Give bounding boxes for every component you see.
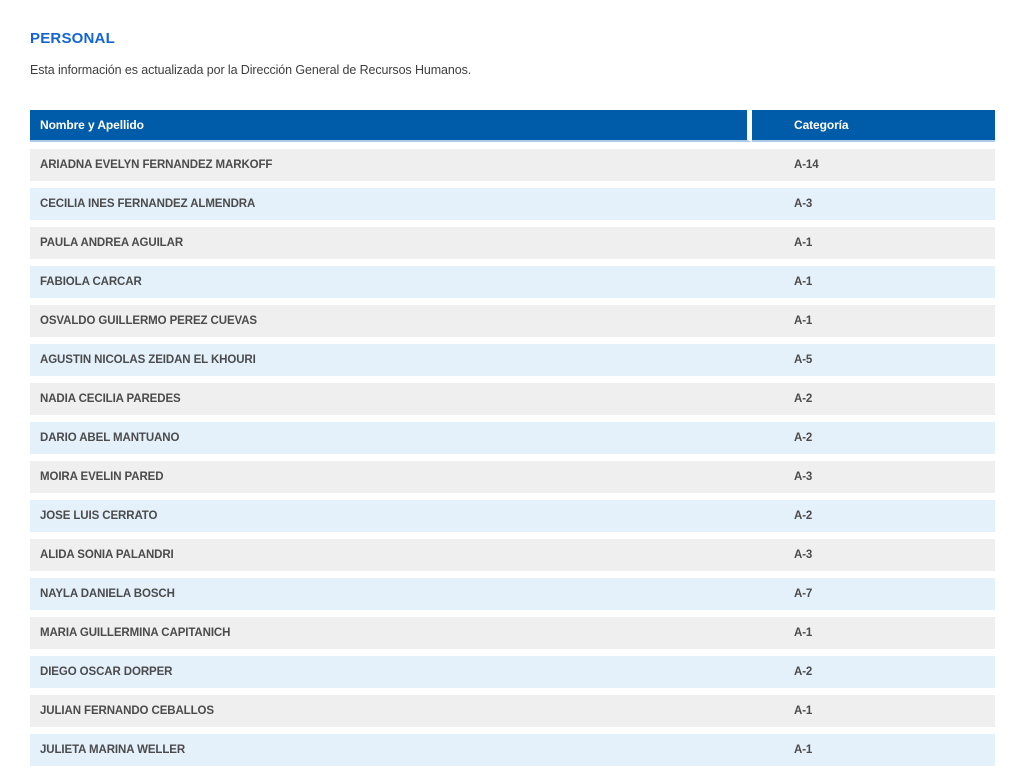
table-row: DIEGO OSCAR DORPER A-2	[30, 656, 995, 688]
employee-category-cell: A-1	[752, 227, 995, 259]
column-header-category: Categoría	[752, 110, 995, 142]
table-row: JULIAN FERNANDO CEBALLOS A-1	[30, 695, 995, 727]
table-row: NADIA CECILIA PAREDES A-2	[30, 383, 995, 415]
employee-name-cell: MARIA GUILLERMINA CAPITANICH	[30, 617, 752, 649]
employee-name-cell: NADIA CECILIA PAREDES	[30, 383, 752, 415]
table-row: ALIDA SONIA PALANDRI A-3	[30, 539, 995, 571]
table-row: PAULA ANDREA AGUILAR A-1	[30, 227, 995, 259]
table-row: AGUSTIN NICOLAS ZEIDAN EL KHOURI A-5	[30, 344, 995, 376]
employee-name-cell: PAULA ANDREA AGUILAR	[30, 227, 752, 259]
employee-category-cell: A-1	[752, 734, 995, 766]
employee-category-cell: A-14	[752, 149, 995, 181]
table-row: JULIETA MARINA WELLER A-1	[30, 734, 995, 766]
table-row: FABIOLA CARCAR A-1	[30, 266, 995, 298]
employee-name-cell: JULIAN FERNANDO CEBALLOS	[30, 695, 752, 727]
employee-category-cell: A-3	[752, 188, 995, 220]
employee-category-cell: A-2	[752, 656, 995, 688]
employee-name-cell: DARIO ABEL MANTUANO	[30, 422, 752, 454]
employee-category-cell: A-2	[752, 383, 995, 415]
table-row: OSVALDO GUILLERMO PEREZ CUEVAS A-1	[30, 305, 995, 337]
table-row: JOSE LUIS CERRATO A-2	[30, 500, 995, 532]
employee-category-cell: A-1	[752, 695, 995, 727]
table-row: NAYLA DANIELA BOSCH A-7	[30, 578, 995, 610]
column-header-name: Nombre y Apellido	[30, 110, 752, 142]
page-title: PERSONAL	[30, 30, 115, 47]
employee-category-cell: A-1	[752, 617, 995, 649]
page-subtitle: Esta información es actualizada por la D…	[30, 63, 472, 77]
employee-category-cell: A-3	[752, 539, 995, 571]
employee-name-cell: FABIOLA CARCAR	[30, 266, 752, 298]
employee-name-cell: OSVALDO GUILLERMO PEREZ CUEVAS	[30, 305, 752, 337]
employee-name-cell: NAYLA DANIELA BOSCH	[30, 578, 752, 610]
employee-name-cell: CECILIA INES FERNANDEZ ALMENDRA	[30, 188, 752, 220]
employee-name-cell: ARIADNA EVELYN FERNANDEZ MARKOFF	[30, 149, 752, 181]
table-header-row: Nombre y Apellido Categoría	[30, 110, 995, 142]
employee-category-cell: A-1	[752, 266, 995, 298]
employee-name-cell: AGUSTIN NICOLAS ZEIDAN EL KHOURI	[30, 344, 752, 376]
table-row: MARIA GUILLERMINA CAPITANICH A-1	[30, 617, 995, 649]
table-row: MOIRA EVELIN PARED A-3	[30, 461, 995, 493]
personnel-table: Nombre y Apellido Categoría ARIADNA EVEL…	[30, 103, 995, 773]
employee-name-cell: DIEGO OSCAR DORPER	[30, 656, 752, 688]
employee-category-cell: A-7	[752, 578, 995, 610]
employee-category-cell: A-3	[752, 461, 995, 493]
employee-name-cell: MOIRA EVELIN PARED	[30, 461, 752, 493]
employee-category-cell: A-2	[752, 500, 995, 532]
table-body: ARIADNA EVELYN FERNANDEZ MARKOFF A-14 CECI…	[30, 149, 995, 766]
table-row: ARIADNA EVELYN FERNANDEZ MARKOFF A-14	[30, 149, 995, 181]
table-row: CECILIA INES FERNANDEZ ALMENDRA A-3	[30, 188, 995, 220]
employee-category-cell: A-1	[752, 305, 995, 337]
employee-name-cell: JOSE LUIS CERRATO	[30, 500, 752, 532]
table-row: DARIO ABEL MANTUANO A-2	[30, 422, 995, 454]
employee-name-cell: ALIDA SONIA PALANDRI	[30, 539, 752, 571]
employee-name-cell: JULIETA MARINA WELLER	[30, 734, 752, 766]
employee-category-cell: A-2	[752, 422, 995, 454]
employee-category-cell: A-5	[752, 344, 995, 376]
